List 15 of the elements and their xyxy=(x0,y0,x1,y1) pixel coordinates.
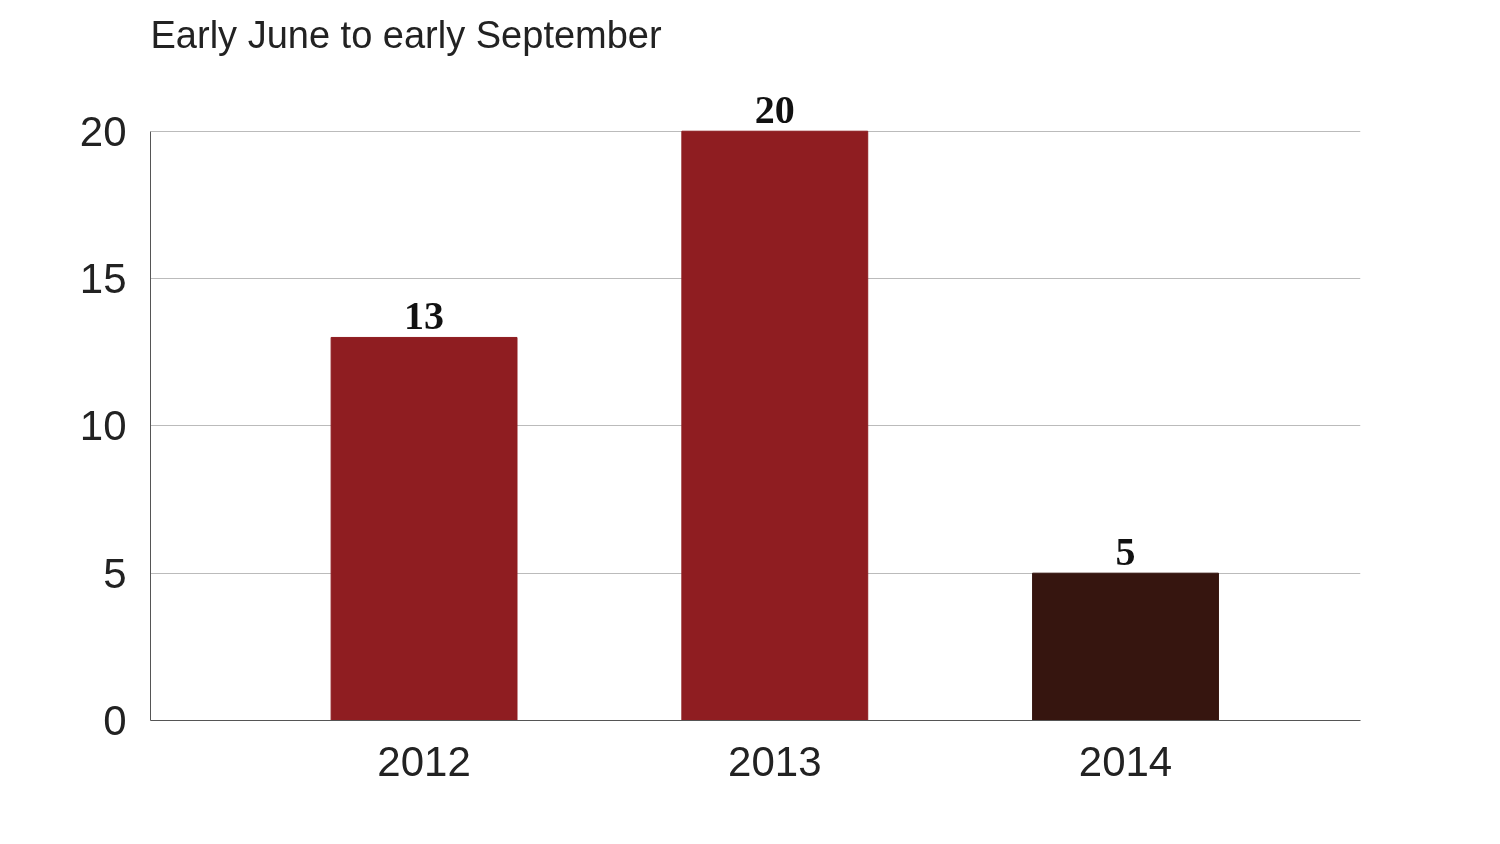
y-tick-label: 5 xyxy=(103,549,127,597)
data-label: 13 xyxy=(404,293,445,339)
chart-title: Early June to early September xyxy=(150,13,662,56)
y-tick-label: 10 xyxy=(79,402,127,450)
data-label: 20 xyxy=(754,87,795,133)
data-label: 5 xyxy=(1115,529,1136,575)
x-tick-label: 2013 xyxy=(728,737,822,785)
bar xyxy=(330,336,518,721)
bar xyxy=(681,130,869,721)
bar xyxy=(1032,572,1219,721)
y-tick-label: 15 xyxy=(79,255,127,303)
x-tick-label: 2012 xyxy=(377,737,471,785)
y-tick-label: 20 xyxy=(79,107,127,155)
x-tick-label: 2014 xyxy=(1078,737,1173,785)
y-tick-label: 0 xyxy=(103,697,127,744)
